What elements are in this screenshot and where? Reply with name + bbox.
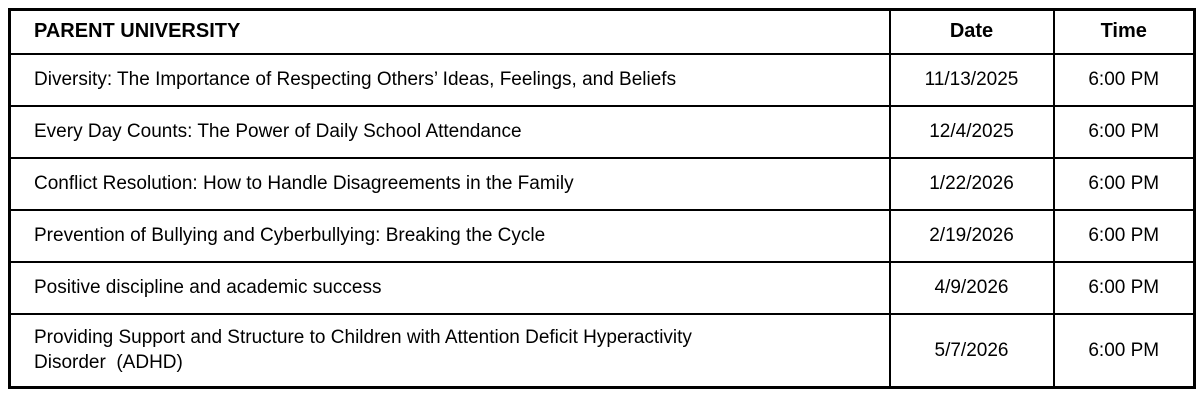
session-topic-cell: Every Day Counts: The Power of Daily Sch… bbox=[8, 104, 891, 159]
session-time-cell: 6:00 PM bbox=[1052, 156, 1196, 211]
session-date-cell: 1/22/2026 bbox=[888, 156, 1055, 211]
session-topic-cell: Positive discipline and academic success bbox=[8, 260, 891, 315]
table-row: Prevention of Bullying and Cyberbullying… bbox=[8, 208, 1196, 263]
session-date-cell: 12/4/2025 bbox=[888, 104, 1055, 159]
session-topic-cell: Prevention of Bullying and Cyberbullying… bbox=[8, 208, 891, 263]
parent-university-schedule-table: PARENT UNIVERSITY Date Time Diversity: T… bbox=[8, 8, 1196, 389]
session-date-cell: 11/13/2025 bbox=[888, 52, 1055, 107]
session-topic-cell: Conflict Resolution: How to Handle Disag… bbox=[8, 156, 891, 211]
session-time-cell: 6:00 PM bbox=[1052, 52, 1196, 107]
table-title: PARENT UNIVERSITY bbox=[8, 8, 891, 55]
session-time-cell: 6:00 PM bbox=[1052, 260, 1196, 315]
table-row: Every Day Counts: The Power of Daily Sch… bbox=[8, 104, 1196, 159]
session-date-cell: 2/19/2026 bbox=[888, 208, 1055, 263]
table-header-row: PARENT UNIVERSITY Date Time bbox=[8, 8, 1196, 55]
date-column-header: Date bbox=[888, 8, 1055, 55]
session-time-cell: 6:00 PM bbox=[1052, 104, 1196, 159]
session-date-cell: 4/9/2026 bbox=[888, 260, 1055, 315]
session-topic-cell: Providing Support and Structure to Child… bbox=[8, 312, 891, 389]
table-row: Diversity: The Importance of Respecting … bbox=[8, 52, 1196, 107]
table-row: Positive discipline and academic success… bbox=[8, 260, 1196, 315]
table-row: Conflict Resolution: How to Handle Disag… bbox=[8, 156, 1196, 211]
session-time-cell: 6:00 PM bbox=[1052, 208, 1196, 263]
time-column-header: Time bbox=[1052, 8, 1196, 55]
table-row: Providing Support and Structure to Child… bbox=[8, 312, 1196, 389]
session-time-cell: 6:00 PM bbox=[1052, 312, 1196, 389]
session-date-cell: 5/7/2026 bbox=[888, 312, 1055, 389]
session-topic-cell: Diversity: The Importance of Respecting … bbox=[8, 52, 891, 107]
